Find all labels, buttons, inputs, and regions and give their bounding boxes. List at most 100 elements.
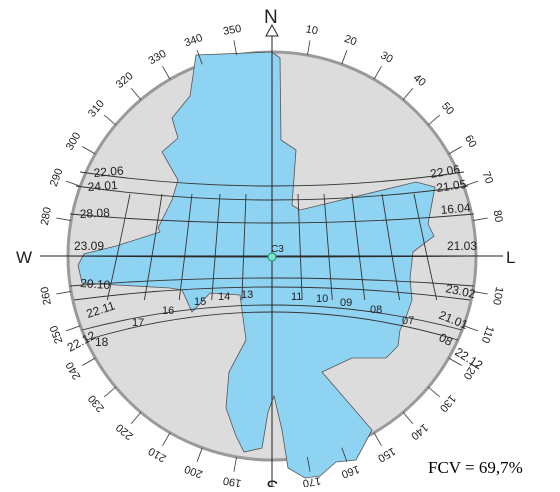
azimuth-tick-220: [130, 412, 142, 425]
azimuth-label-70: 70: [480, 170, 495, 186]
hour-curve-3: [211, 193, 221, 301]
hour-curve-5: [297, 193, 303, 301]
hour-curve-8: [381, 193, 401, 301]
azimuth-tick-120: [448, 357, 462, 366]
date-label-right-2103: 21.03: [447, 239, 477, 253]
hour-label-10: 10: [316, 293, 328, 305]
date-label-right-2302: 23.02: [444, 281, 477, 301]
azimuth-label-190: 190: [222, 474, 242, 487]
azimuth-label-250: 250: [48, 324, 66, 345]
azimuth-tick-80: [472, 217, 488, 221]
azimuth-label-290: 290: [48, 167, 66, 188]
hour-label-16: 16: [162, 305, 174, 317]
azimuth-label-280: 280: [39, 206, 54, 226]
azimuth-label-130: 130: [437, 392, 458, 414]
azimuth-tick-320: [130, 87, 142, 100]
hour-curve-7: [351, 193, 366, 301]
fcv-value: FCV = 69,7%: [428, 458, 523, 477]
azimuth-tick-280: [56, 217, 72, 221]
hour-curve-4: [241, 193, 247, 301]
azimuth-label-170: 170: [302, 474, 322, 487]
azimuth-tick-30: [373, 66, 382, 80]
date-label-left-2309: 23.09: [74, 239, 104, 253]
sky-opening: [77, 51, 436, 479]
azimuth-label-220: 220: [114, 421, 136, 442]
hour-curve-9: [413, 193, 438, 301]
date-label-right-2206: 22.06: [429, 162, 461, 181]
azimuth-tick-140: [402, 412, 414, 425]
azimuth-tick-350: [233, 40, 237, 56]
hour-label-13: 13: [241, 289, 253, 301]
azimuth-label-330: 330: [147, 48, 169, 68]
azimuth-tick-330: [162, 66, 171, 80]
azimuth-tick-240: [82, 357, 96, 366]
date-labels-right: 22.06 21.05 16.04 21.03 23.02 21.01 08 2…: [429, 162, 485, 373]
azimuth-tick-160: [341, 447, 348, 462]
azimuth-label-10: 10: [305, 23, 319, 37]
azimuth-tick-40: [402, 87, 414, 100]
azimuth-tick-20: [341, 50, 348, 65]
azimuth-tick-210: [162, 432, 171, 446]
azimuth-label-40: 40: [411, 72, 428, 89]
date-label-left-18: 18: [95, 335, 109, 349]
azimuth-label-60: 60: [462, 133, 479, 150]
azimuth-label-240: 240: [64, 360, 84, 382]
north-arrow-icon: [265, 23, 279, 37]
azimuth-label-50: 50: [439, 100, 456, 117]
hour-label-15: 15: [194, 296, 206, 308]
date-label-left-2206: 22.06: [93, 163, 124, 180]
hour-label-17: 17: [132, 317, 144, 329]
azimuth-label-30: 30: [378, 49, 395, 66]
azimuth-tick-60: [448, 146, 462, 155]
azimuth-label-320: 320: [114, 70, 136, 91]
azimuth-label-140: 140: [408, 421, 430, 442]
point-label: C3: [271, 244, 284, 255]
azimuth-label-110: 110: [479, 324, 496, 345]
azimuth-tick-230: [103, 386, 116, 398]
azimuth-tick-50: [428, 114, 441, 126]
azimuth-tick-250: [66, 325, 81, 332]
azimuth-tick-110: [463, 325, 478, 332]
azimuth-label-160: 160: [340, 462, 361, 480]
azimuth-label-20: 20: [343, 33, 359, 48]
azimuth-tick-190: [233, 456, 237, 472]
azimuth-tick-70: [463, 180, 478, 187]
date-label-left-2808: 28.08: [79, 205, 110, 221]
azimuth-tick-200: [196, 447, 203, 462]
hour-label-09: 09: [340, 297, 352, 309]
azimuth-tick-310: [103, 114, 116, 126]
azimuth-label-340: 340: [183, 32, 204, 50]
azimuth-label-210: 210: [147, 445, 169, 465]
azimuth-label-80: 80: [491, 209, 505, 223]
date-label-left-2401: 24.01: [87, 178, 118, 194]
azimuth-label-260: 260: [39, 286, 54, 306]
hour-curve-1: [143, 193, 163, 301]
measurement-point-marker: [267, 252, 277, 262]
azimuth-label-300: 300: [64, 131, 84, 153]
hour-label-08: 08: [370, 304, 382, 316]
azimuth-label-230: 230: [86, 392, 107, 414]
hour-label-11: 11: [291, 291, 302, 303]
azimuth-label-200: 200: [183, 462, 204, 480]
azimuth-tick-170: [307, 456, 311, 472]
date-label-right-2105: 21.05: [435, 177, 467, 195]
cardinal-north: N: [264, 7, 278, 28]
hour-curve-2: [178, 193, 193, 301]
azimuth-tick-100: [472, 291, 488, 295]
azimuth-label-150: 150: [376, 445, 398, 465]
hour-curve-0: [106, 193, 131, 301]
cardinal-west: W: [16, 248, 32, 267]
azimuth-tick-300: [82, 146, 96, 155]
hour-label-07: 07: [402, 315, 414, 327]
azimuth-tick-260: [56, 291, 72, 295]
azimuth-tick-10: [307, 40, 311, 56]
azimuth-label-310: 310: [86, 98, 107, 120]
date-label-left-2010: 20.10: [80, 276, 111, 292]
azimuth-tick-150: [373, 432, 382, 446]
azimuth-label-350: 350: [222, 23, 242, 38]
azimuth-tick-130: [428, 386, 441, 398]
cardinal-east: L: [506, 248, 515, 267]
azimuth-tick-340: [196, 50, 203, 65]
azimuth-tick-290: [66, 180, 81, 187]
